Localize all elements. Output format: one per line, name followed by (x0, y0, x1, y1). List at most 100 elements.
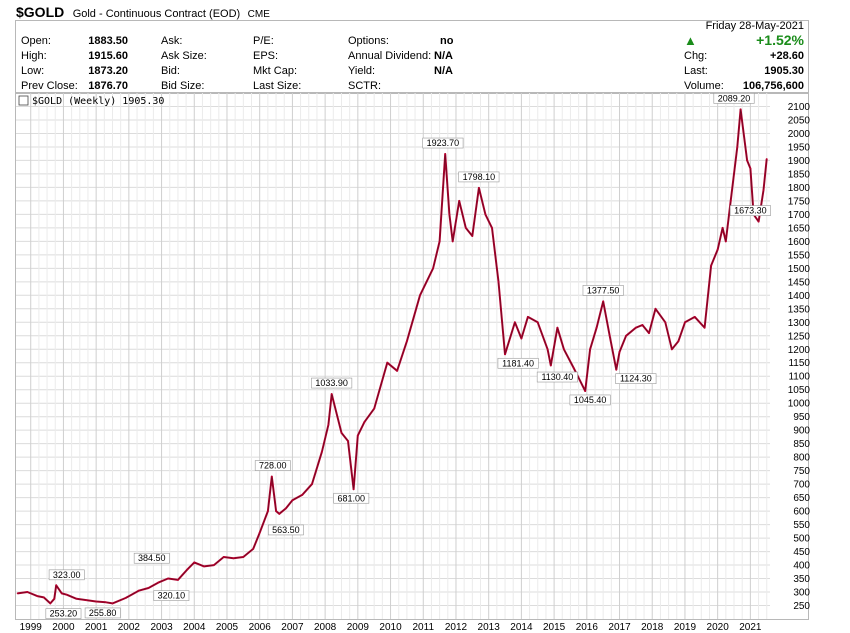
price-point (275, 510, 277, 513)
open-value: 1883.50 (88, 35, 128, 47)
options-value: no (440, 35, 454, 47)
annotation-box (48, 569, 85, 581)
symbol: $GOLD (16, 4, 65, 20)
price-point (608, 334, 611, 337)
y-tick-label: 1350 (788, 304, 811, 315)
x-tick-label: 2012 (445, 622, 468, 633)
price-point (60, 592, 63, 595)
y-tick-label: 950 (793, 412, 810, 423)
x-tick-label: 2018 (641, 622, 664, 633)
annotation-label: 1130.40 (541, 372, 573, 382)
price-point (222, 556, 225, 558)
volume-value: 106,756,600 (742, 80, 804, 92)
y-tick-label: 1550 (788, 250, 811, 261)
y-tick-label: 650 (793, 493, 810, 504)
annotation-label: 1033.90 (315, 378, 348, 388)
price-point (311, 483, 313, 486)
annotation-label: 1377.50 (587, 285, 620, 295)
x-tick-label: 1999 (20, 622, 43, 633)
price-point (729, 199, 732, 202)
price-point (464, 226, 467, 229)
price-bars-overlay (17, 109, 767, 604)
y-tick-label: 1650 (788, 223, 811, 234)
price-point (65, 593, 68, 596)
price-point (186, 568, 189, 570)
annotation-box (45, 608, 82, 619)
instrument-description: Gold - Continuous Contract (EOD) (72, 8, 241, 20)
bid-label: Bid: (161, 65, 180, 77)
price-point (721, 226, 724, 229)
y-tick-label: 450 (793, 547, 810, 558)
chart-legend: $GOLD (Weekly) 1905.30 (32, 96, 164, 107)
y-tick-label: 700 (793, 480, 810, 491)
y-tick-label: 1100 (788, 372, 810, 383)
annotation-box (254, 460, 291, 471)
high-value: 1915.60 (88, 50, 128, 62)
price-point (330, 393, 333, 395)
price-line (17, 108, 768, 605)
x-tick-label: 2010 (379, 622, 402, 633)
price-point (284, 507, 287, 510)
y-tick-label: 300 (793, 588, 810, 599)
x-tick-label: 2000 (52, 622, 75, 633)
y-tick-label: 1000 (788, 399, 811, 410)
price-point (648, 332, 650, 334)
open-label: Open: (21, 35, 51, 47)
price-point (497, 280, 500, 283)
price-point (546, 348, 549, 351)
price-point (762, 189, 765, 192)
price-point (177, 578, 179, 581)
up-arrow-icon: ▲ (684, 33, 697, 48)
price-point (520, 337, 523, 340)
annotation-label: 323.00 (53, 570, 81, 580)
y-tick-label: 1750 (788, 196, 811, 207)
annotation-label: 1124.30 (620, 374, 652, 384)
price-point (396, 369, 398, 372)
y-tick-label: 250 (793, 601, 810, 612)
x-tick-label: 2017 (608, 622, 631, 633)
annotation-label: 1923.70 (427, 138, 460, 148)
price-point (327, 423, 330, 426)
y-tick-label: 1250 (788, 331, 811, 342)
price-point (684, 321, 686, 324)
price-point (270, 475, 273, 478)
annotation-box (458, 171, 500, 183)
price-point (406, 340, 408, 343)
x-tick-label: 2002 (118, 622, 141, 633)
y-tick-label: 1700 (788, 210, 811, 221)
x-tick-label: 2013 (478, 622, 501, 633)
annotation-label: 384.50 (138, 553, 166, 563)
annotation-label: 320.10 (158, 591, 186, 601)
price-point (765, 158, 768, 160)
annotation-label: 1045.40 (574, 395, 607, 405)
y-tick-label: 1400 (788, 291, 811, 302)
price-point (641, 324, 644, 326)
y-tick-label: 500 (793, 534, 810, 545)
yield-label: Yield: (348, 65, 376, 77)
y-tick-label: 400 (793, 561, 810, 572)
bid-size-label: Bid Size: (161, 80, 205, 92)
price-point (147, 587, 150, 589)
price-point (746, 159, 749, 162)
price-point (124, 597, 127, 599)
price-point (252, 547, 255, 550)
annotation-box (422, 137, 464, 149)
y-tick-label: 2000 (788, 129, 811, 140)
price-point (572, 367, 575, 369)
price-point (266, 510, 269, 513)
price-point (749, 167, 752, 170)
price-point (232, 557, 235, 560)
percent-change: +1.52% (756, 32, 804, 48)
y-tick-label: 1200 (788, 345, 811, 356)
price-point (42, 596, 45, 599)
price-point (536, 321, 539, 324)
x-tick-label: 2016 (576, 622, 599, 633)
price-point (75, 597, 78, 600)
price-point (444, 153, 447, 155)
annotation-label: 1798.10 (463, 172, 496, 182)
price-point (716, 248, 719, 251)
annotation-label: 1673.30 (734, 206, 767, 216)
x-tick-label: 2011 (413, 622, 435, 633)
y-tick-label: 850 (793, 439, 810, 450)
